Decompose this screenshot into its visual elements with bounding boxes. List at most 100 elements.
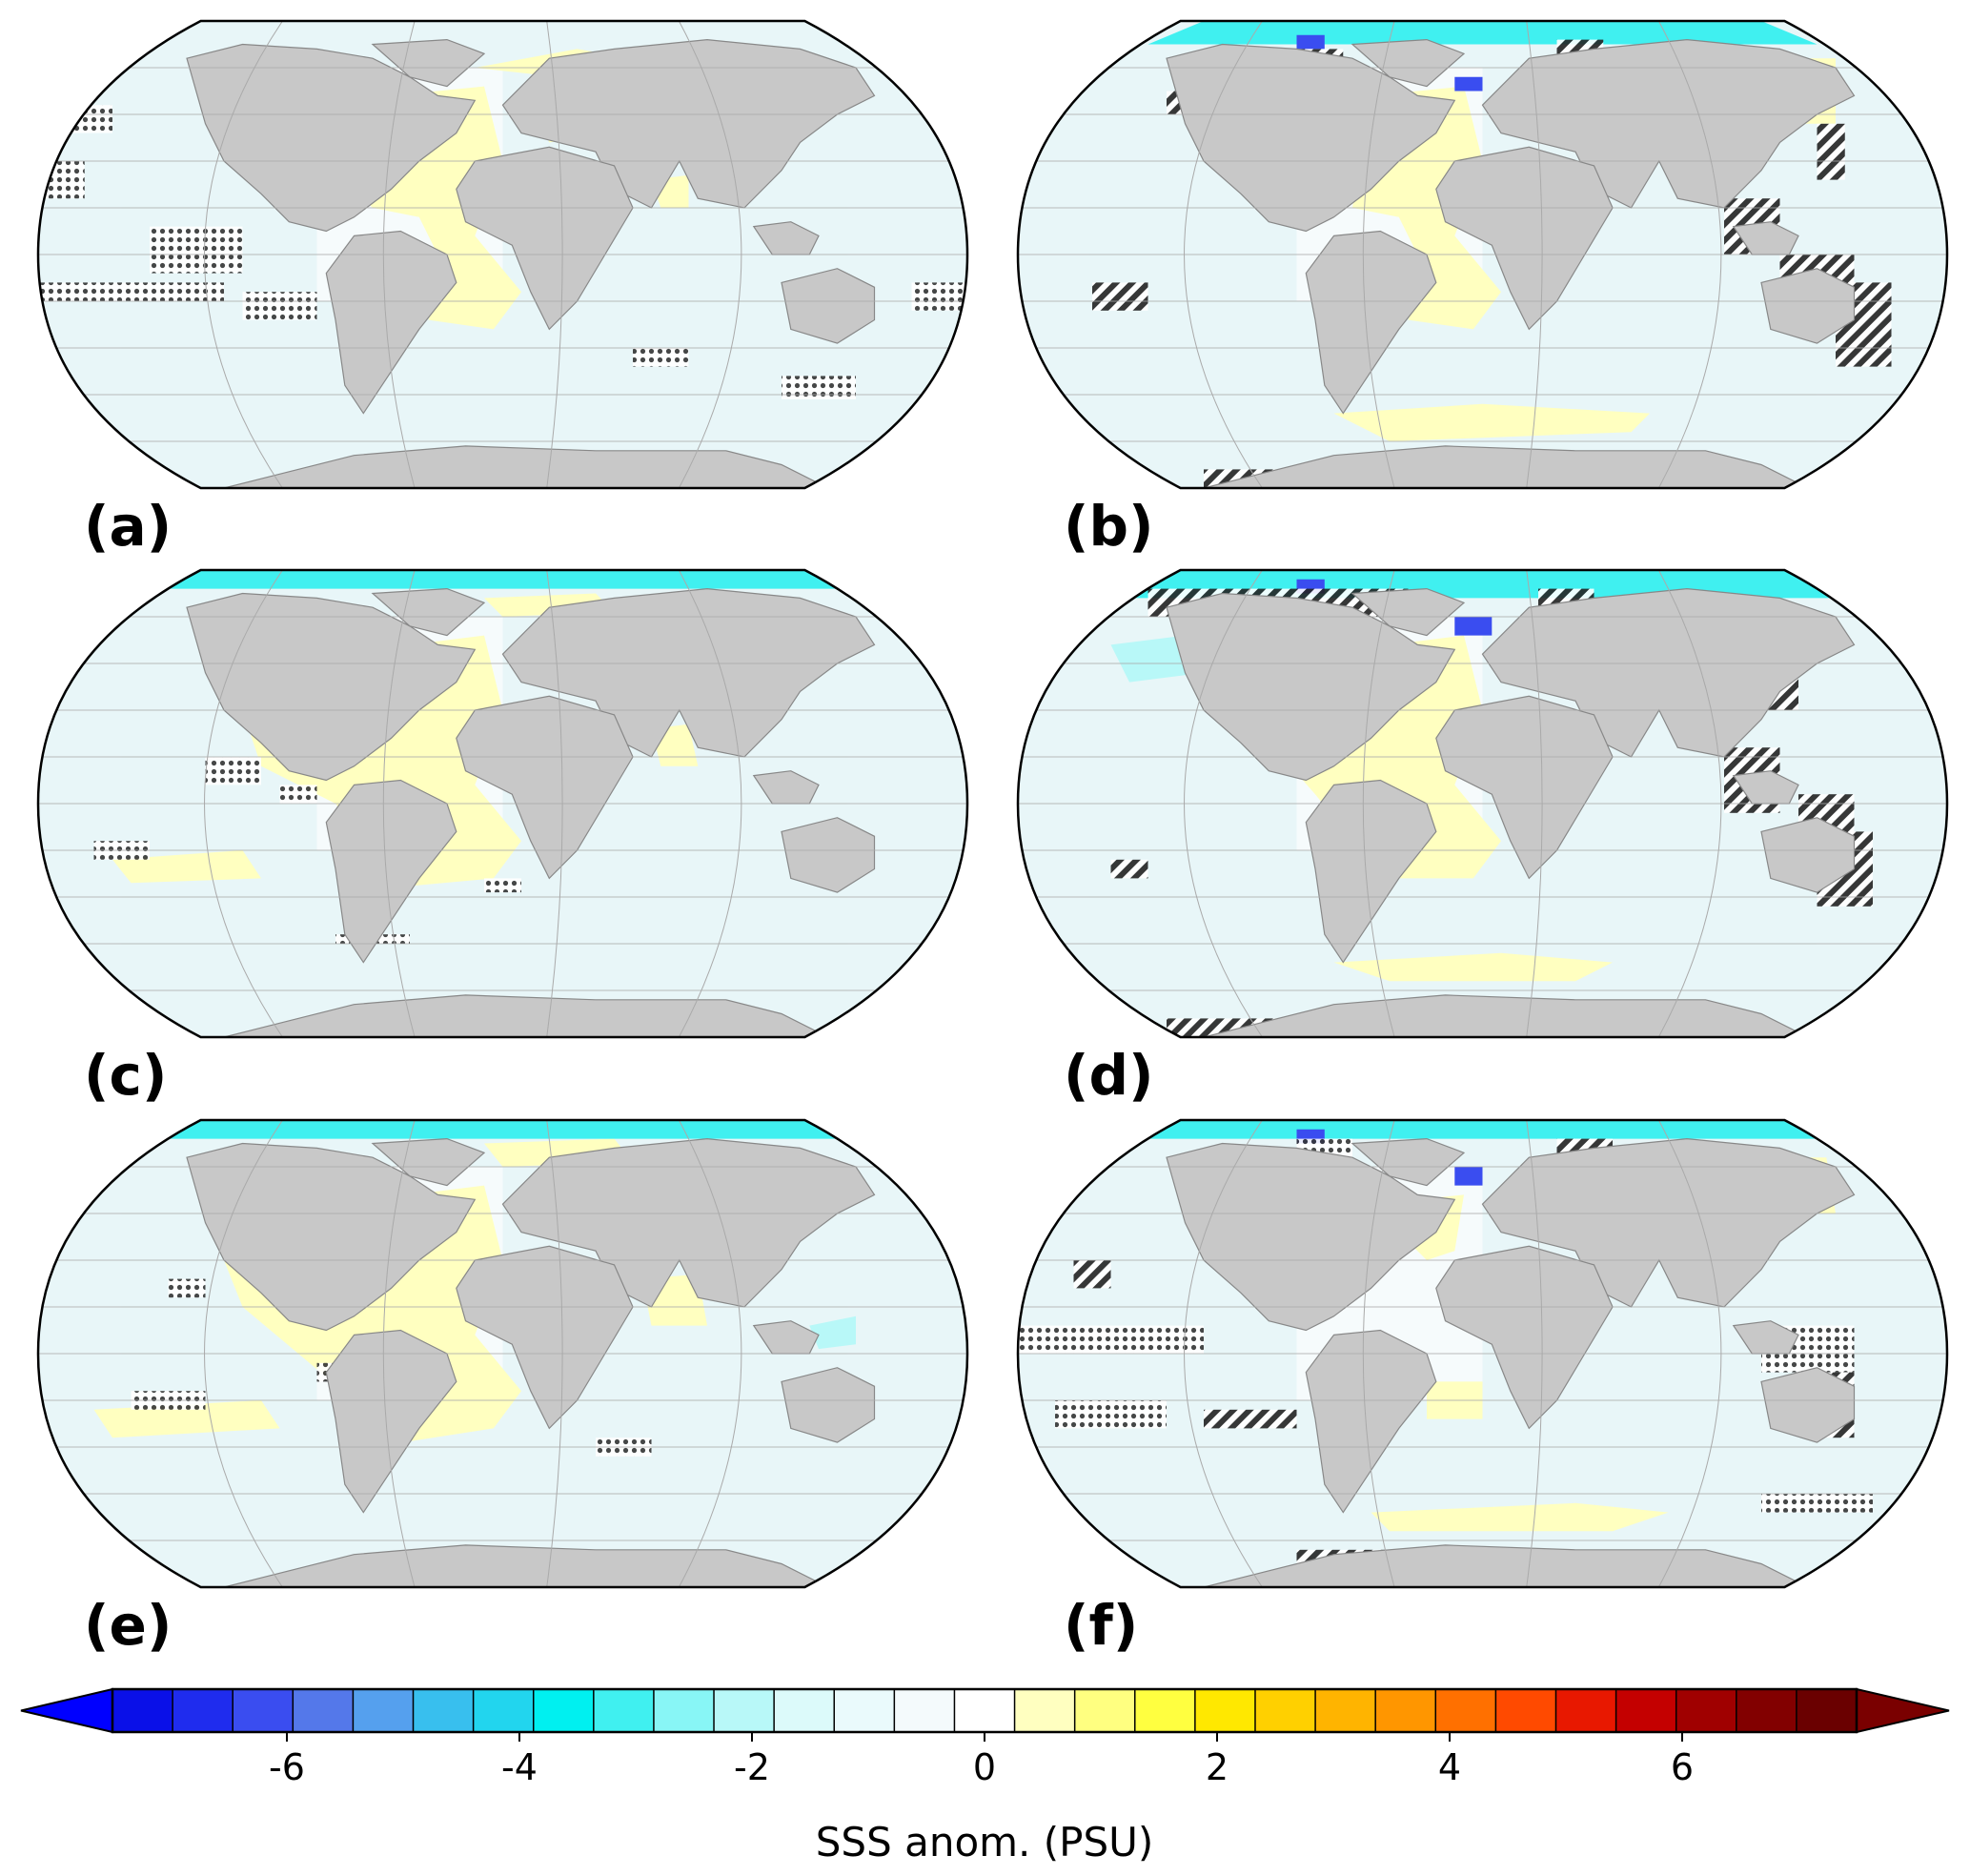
land-antarctica <box>1203 445 1809 488</box>
colorbar-bin <box>532 1688 596 1733</box>
significance-hatch <box>1204 1409 1297 1429</box>
meridian-line <box>546 21 563 488</box>
panel-label-f: (f) <box>1064 1593 1138 1658</box>
colorbar-bin <box>893 1688 956 1733</box>
significance-hatch <box>782 376 856 399</box>
colorbar-boxes <box>20 1687 1950 1734</box>
colorbar-bin <box>352 1688 415 1733</box>
anomaly-region <box>56 21 112 40</box>
significance-hatch <box>279 785 317 804</box>
colorbar-bin <box>713 1688 776 1733</box>
colorbar-bin <box>1434 1688 1497 1733</box>
anomaly-region <box>93 570 912 589</box>
colorbar-bin <box>1374 1688 1437 1733</box>
significance-hatch <box>1092 282 1148 311</box>
meridian-line <box>678 570 742 1037</box>
colorbar-bin <box>412 1688 475 1733</box>
map-outline <box>36 568 969 1039</box>
colorbar-title: SSS anom. (PSU) <box>816 1819 1154 1866</box>
land-southAmerica <box>1305 1329 1437 1514</box>
colorbar-bin <box>292 1688 355 1733</box>
land-southAmerica <box>325 230 457 415</box>
meridian-line <box>1526 570 1543 1037</box>
colorbar-bin <box>112 1688 174 1733</box>
meridian-line <box>1184 21 1263 488</box>
panel-label-c: (c) <box>84 1043 167 1108</box>
map-outline <box>1016 1118 1949 1589</box>
land-africa <box>1435 695 1614 880</box>
land-seAsiaIslands <box>752 221 820 255</box>
meridian-line <box>1362 1120 1395 1587</box>
colorbar-tick-label: 6 <box>1671 1746 1694 1788</box>
land-antarctica <box>223 994 829 1037</box>
land-southAmerica <box>1305 779 1437 964</box>
colorbar-tick-label: -6 <box>269 1746 305 1788</box>
land-africa <box>1435 1245 1614 1430</box>
anomaly-region <box>1371 1502 1669 1532</box>
land-greenland <box>371 587 486 637</box>
colorbar-tick-label: 4 <box>1438 1746 1461 1788</box>
land-eurasia <box>1481 587 1856 758</box>
significance-hatch <box>38 282 224 301</box>
land-greenland <box>1351 587 1466 637</box>
land-africa <box>456 146 634 331</box>
panel-label-d: (d) <box>1064 1043 1154 1108</box>
map-panel-e: (e) <box>36 1118 969 1658</box>
colorbar-tick-label: -4 <box>501 1746 538 1788</box>
colorbar-bin <box>232 1688 294 1733</box>
colorbar-bin <box>172 1688 234 1733</box>
colorbar-bin <box>1194 1688 1257 1733</box>
anomaly-region <box>1454 617 1493 636</box>
land-greenland <box>1351 1137 1466 1187</box>
land-australia <box>781 268 876 344</box>
colorbar-tick-label: 2 <box>1206 1746 1229 1788</box>
anomaly-region <box>1333 952 1613 982</box>
map-outline <box>36 1118 969 1589</box>
land-seAsiaIslands <box>752 1320 820 1355</box>
anomaly-region <box>1454 1167 1483 1186</box>
land-antarctica <box>1203 994 1809 1037</box>
meridian-line <box>1526 1120 1543 1587</box>
land-australia <box>1760 817 1856 893</box>
land-antarctica <box>1203 1544 1809 1587</box>
meridian-line <box>1184 570 1263 1037</box>
significance-hatch <box>1817 123 1845 180</box>
colorbar-bin <box>1314 1688 1377 1733</box>
panel-label-e: (e) <box>84 1593 172 1658</box>
land-greenland <box>371 1137 486 1187</box>
significance-hatch <box>168 1278 206 1298</box>
land-greenland <box>1351 38 1466 88</box>
land-seAsiaIslands <box>1732 1320 1799 1355</box>
land-australia <box>1760 268 1856 344</box>
anomaly-region <box>1296 34 1325 50</box>
land-australia <box>781 1367 876 1443</box>
significance-hatch <box>633 348 689 367</box>
colorbar-bin <box>1736 1688 1798 1733</box>
land-eurasia <box>501 1137 876 1308</box>
meridian-line <box>382 570 416 1037</box>
map-panel-d: (d) <box>1016 568 1949 1108</box>
colorbar-bin <box>1615 1688 1677 1733</box>
colorbar-bin <box>1254 1688 1317 1733</box>
land-southAmerica <box>325 1329 457 1514</box>
meridian-line <box>204 570 283 1037</box>
colorbar-bin <box>773 1688 836 1733</box>
colorbar-bin <box>1675 1688 1738 1733</box>
significance-hatch <box>1055 1400 1167 1429</box>
land-eurasia <box>1481 1137 1856 1308</box>
colorbar-tick-label: 0 <box>973 1746 996 1788</box>
anomaly-region <box>1454 76 1483 92</box>
significance-hatch <box>484 878 521 893</box>
colorbar-bin <box>653 1688 716 1733</box>
meridian-line <box>382 21 416 488</box>
significance-hatch <box>1018 1325 1204 1354</box>
colorbar-bin <box>1554 1688 1617 1733</box>
anomaly-region <box>1073 1120 1892 1139</box>
anomaly-region <box>809 1315 856 1350</box>
anomaly-region <box>93 1400 280 1438</box>
significance-hatch <box>911 282 967 311</box>
map-panels: (a) (b) (c) (d) (e) (f) <box>36 19 1949 1658</box>
land-eurasia <box>1481 38 1856 209</box>
colorbar-bin <box>593 1688 656 1733</box>
